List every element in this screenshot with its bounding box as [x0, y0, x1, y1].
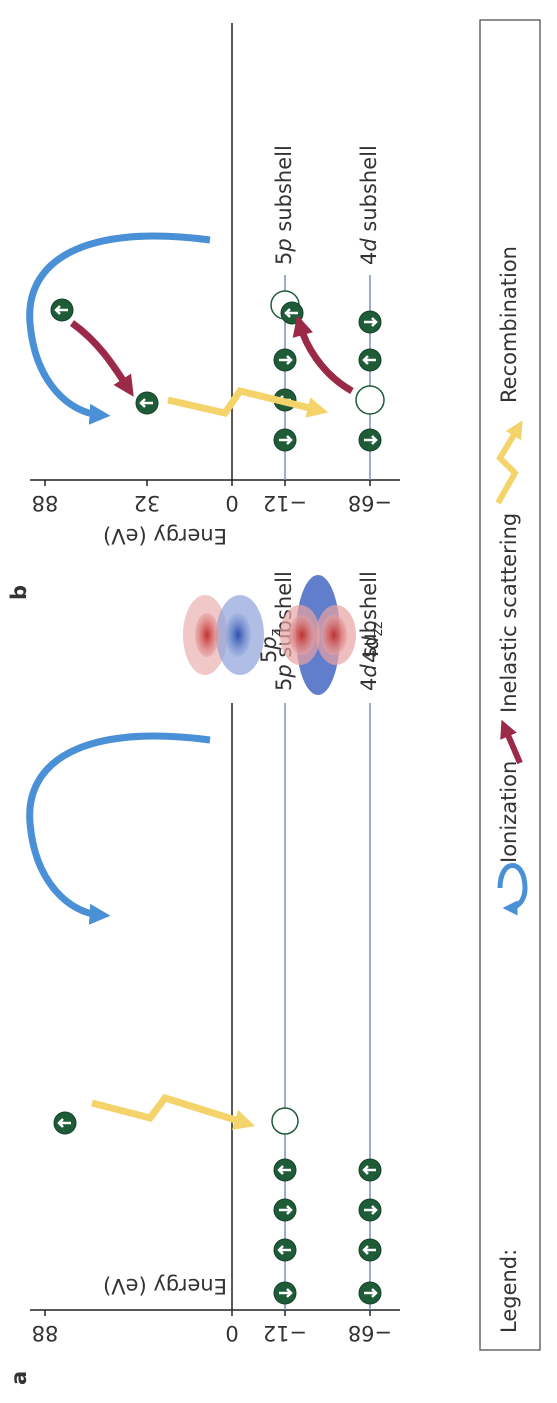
tick-label: 0 [225, 1321, 238, 1345]
legend-icon [505, 728, 520, 763]
panel-label: b [7, 585, 31, 600]
legend-item: Inelastic scattering [497, 513, 521, 713]
tick-label: −12 [263, 491, 307, 515]
legend-title: Legend: [497, 1249, 521, 1333]
tick-label: −68 [348, 491, 392, 515]
tick-label: 32 [134, 491, 161, 515]
level-label: 5p subshell [272, 145, 296, 265]
ionization-arrow [30, 236, 210, 415]
tick-label: −68 [348, 1321, 392, 1345]
electrons [51, 291, 384, 451]
tick-label: 88 [32, 1321, 59, 1345]
figure: a Energy (eV) 880−12−68 5p subshell 4d s… [0, 0, 557, 1403]
tick-label: 88 [32, 491, 59, 515]
label-part: d [357, 238, 381, 252]
axis-label: Energy (eV) [103, 1274, 227, 1298]
label-part: p [272, 664, 296, 678]
scattering-arrow [72, 323, 128, 388]
label-part: 5 [272, 252, 296, 265]
axis-label: Energy (eV) [103, 524, 227, 548]
recombination-arrow [92, 1098, 245, 1123]
label-part: 5 [257, 650, 281, 663]
legend-item: Ionization [497, 761, 521, 863]
tick-label: −12 [263, 1321, 307, 1345]
label-part: 4 [357, 252, 381, 265]
level-label: 4d subshell [357, 145, 381, 265]
label-part: 4 [359, 650, 383, 663]
ionization-arrow [30, 736, 210, 915]
ticks: 88 0 −12 −68 [32, 1310, 393, 1345]
tick-label: 0 [225, 491, 238, 515]
scattering-arrow [300, 325, 352, 391]
label-part: zz [370, 622, 386, 637]
recombination-arrow [168, 391, 318, 413]
orbital-5p [183, 595, 264, 675]
label-part: d [359, 636, 383, 650]
label-part: 5 [272, 678, 296, 691]
label-part: 4 [357, 678, 381, 691]
label-part: p [272, 238, 296, 252]
panel-label: a [7, 1371, 31, 1385]
ticks: 88 32 0 −12 −68 [32, 480, 393, 515]
label-part: subshell [357, 145, 381, 238]
label-part: d [357, 664, 381, 678]
label-part: subshell [272, 145, 296, 238]
legend-item: Recombination [497, 246, 521, 403]
label-part: p [257, 636, 281, 650]
legend-icon [500, 866, 525, 909]
legend-icon [498, 428, 518, 503]
